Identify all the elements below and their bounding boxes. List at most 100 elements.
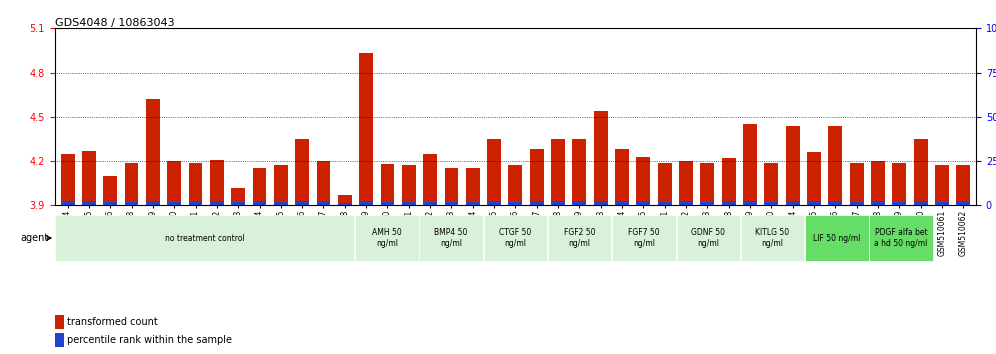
Bar	[616, 149, 629, 205]
Bar	[487, 139, 501, 205]
Bar	[892, 202, 906, 205]
Bar	[55, 315, 64, 329]
Bar	[338, 195, 352, 205]
Bar	[146, 99, 159, 205]
Text: GDNF 50
ng/ml: GDNF 50 ng/ml	[691, 228, 725, 248]
FancyBboxPatch shape	[419, 215, 483, 261]
Text: transformed count: transformed count	[68, 317, 158, 327]
Bar	[509, 202, 522, 205]
Bar	[956, 201, 970, 205]
Bar	[104, 176, 118, 205]
Bar	[82, 201, 96, 205]
Bar	[743, 124, 757, 205]
Bar	[530, 149, 544, 205]
Bar	[935, 166, 949, 205]
Bar	[935, 202, 949, 205]
Bar	[913, 201, 927, 205]
Bar	[401, 202, 415, 205]
Bar	[872, 161, 884, 205]
Bar	[872, 201, 884, 205]
Bar	[55, 333, 64, 347]
Bar	[104, 202, 118, 205]
Bar	[722, 201, 736, 205]
Bar	[829, 126, 843, 205]
Bar	[423, 202, 437, 205]
Text: PDGF alfa bet
a hd 50 ng/ml: PDGF alfa bet a hd 50 ng/ml	[874, 228, 928, 248]
Bar	[231, 202, 245, 205]
Bar	[295, 201, 309, 205]
Bar	[61, 154, 75, 205]
Bar	[188, 162, 202, 205]
Bar	[124, 202, 138, 205]
Bar	[807, 201, 821, 205]
FancyBboxPatch shape	[613, 215, 675, 261]
Bar	[764, 202, 778, 205]
Bar	[573, 201, 587, 205]
Bar	[807, 152, 821, 205]
Text: agent: agent	[20, 233, 49, 243]
Bar	[850, 202, 864, 205]
FancyBboxPatch shape	[484, 215, 547, 261]
Bar	[956, 166, 970, 205]
Text: BMP4 50
ng/ml: BMP4 50 ng/ml	[434, 228, 468, 248]
Bar	[188, 201, 202, 205]
Bar	[509, 166, 522, 205]
FancyBboxPatch shape	[55, 215, 355, 261]
Bar	[487, 201, 501, 205]
Bar	[913, 139, 927, 205]
Bar	[786, 201, 800, 205]
Bar	[210, 160, 224, 205]
Bar	[444, 169, 458, 205]
Bar	[253, 201, 267, 205]
Bar	[657, 162, 671, 205]
FancyBboxPatch shape	[870, 215, 933, 261]
Bar	[61, 201, 75, 205]
Text: percentile rank within the sample: percentile rank within the sample	[68, 335, 232, 345]
Bar	[210, 201, 224, 205]
Bar	[636, 201, 650, 205]
Bar	[636, 156, 650, 205]
Text: FGF2 50
ng/ml: FGF2 50 ng/ml	[564, 228, 596, 248]
Bar	[146, 201, 159, 205]
FancyBboxPatch shape	[741, 215, 804, 261]
Bar	[892, 162, 906, 205]
FancyBboxPatch shape	[356, 215, 418, 261]
Bar	[124, 162, 138, 205]
Text: LIF 50 ng/ml: LIF 50 ng/ml	[813, 234, 861, 242]
Bar	[380, 202, 394, 205]
Text: GDS4048 / 10863043: GDS4048 / 10863043	[55, 18, 174, 28]
Bar	[360, 201, 374, 205]
Bar	[679, 161, 693, 205]
Bar	[167, 161, 181, 205]
Text: AMH 50
ng/ml: AMH 50 ng/ml	[372, 228, 401, 248]
Bar	[551, 201, 565, 205]
Bar	[700, 202, 714, 205]
Bar	[722, 158, 736, 205]
Bar	[573, 139, 587, 205]
Bar	[850, 162, 864, 205]
Text: KITLG 50
ng/ml: KITLG 50 ng/ml	[756, 228, 790, 248]
Text: FGF7 50
ng/ml: FGF7 50 ng/ml	[628, 228, 659, 248]
Bar	[743, 201, 757, 205]
Bar	[82, 151, 96, 205]
Bar	[829, 201, 843, 205]
Bar	[530, 201, 544, 205]
Bar	[253, 169, 267, 205]
Bar	[401, 166, 415, 205]
Bar	[679, 201, 693, 205]
Bar	[360, 53, 374, 205]
Bar	[594, 201, 608, 205]
Bar	[700, 162, 714, 205]
Bar	[594, 111, 608, 205]
Text: CTGF 50
ng/ml: CTGF 50 ng/ml	[499, 228, 532, 248]
FancyBboxPatch shape	[676, 215, 740, 261]
Bar	[295, 139, 309, 205]
Bar	[317, 161, 331, 205]
Bar	[551, 139, 565, 205]
Bar	[274, 166, 288, 205]
Bar	[657, 202, 671, 205]
Bar	[380, 164, 394, 205]
Bar	[444, 202, 458, 205]
Bar	[231, 188, 245, 205]
FancyBboxPatch shape	[805, 215, 869, 261]
